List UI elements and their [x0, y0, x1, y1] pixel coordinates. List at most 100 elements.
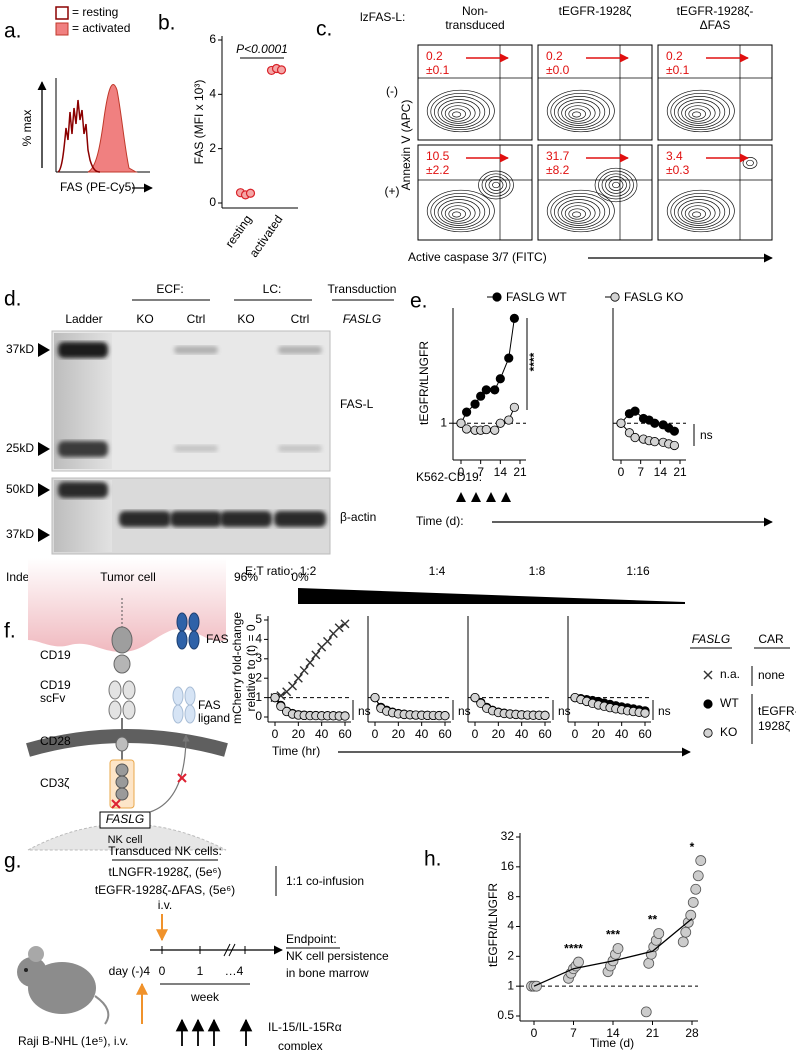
legend-label: KO	[720, 725, 737, 739]
cross-stroke	[311, 650, 321, 660]
point	[630, 432, 640, 443]
contour	[488, 179, 504, 191]
contour	[448, 108, 466, 120]
contour	[688, 108, 706, 120]
membrane	[26, 729, 228, 757]
contour	[670, 192, 730, 231]
point	[311, 650, 321, 660]
contours	[426, 170, 514, 233]
nucleus	[27, 823, 227, 851]
endpoint-label: in bone marrow	[286, 966, 369, 980]
legend-label: 1928ζ	[758, 719, 791, 733]
x-tick-label: 21	[513, 465, 527, 479]
contour	[481, 173, 511, 197]
gate-value: 0.2	[546, 49, 563, 63]
gene-label: FASLG	[343, 312, 381, 326]
y-tick-label: 1	[507, 978, 514, 992]
point	[643, 957, 655, 969]
knockout	[177, 773, 187, 783]
cd3z	[115, 763, 129, 777]
point	[504, 353, 514, 363]
ratio-title: E:T ratio:	[245, 564, 293, 578]
contour	[452, 211, 462, 218]
timeline-label: 0	[159, 964, 166, 978]
gate-value: 10.5	[426, 149, 450, 163]
x-tick-label: 60	[438, 727, 452, 741]
timeline-label: day (-)4	[109, 964, 151, 978]
x-tick-label: 7	[570, 1026, 577, 1040]
significance: ns	[558, 704, 571, 718]
mouse-eye	[24, 968, 28, 972]
column-title: transduced	[445, 18, 504, 32]
endpoint-label: NK cell persistence	[286, 949, 389, 963]
unit-label: week	[190, 990, 220, 1004]
contour	[441, 202, 476, 224]
legend-marker	[703, 670, 713, 680]
cross-stroke	[299, 665, 309, 675]
x-tick-label: 60	[538, 727, 552, 741]
point	[495, 374, 505, 384]
contour	[434, 96, 486, 128]
fas-receptor	[176, 630, 188, 650]
contour	[605, 176, 627, 194]
point	[323, 636, 332, 646]
y-tick-label: 4	[507, 919, 514, 933]
protein-label: CD19	[40, 678, 71, 692]
point	[687, 897, 699, 908]
y-tick-label: 32	[501, 829, 515, 843]
x-tick-label: 14	[606, 1026, 620, 1040]
cd19	[111, 626, 133, 654]
significance: ns	[700, 428, 713, 442]
x-tick-label: 40	[515, 727, 529, 741]
significance: ****	[527, 352, 541, 371]
contour	[612, 181, 620, 189]
contour	[564, 205, 591, 222]
x-tick-label: 7	[477, 465, 484, 479]
ladder-band	[58, 441, 108, 457]
contour	[441, 102, 476, 124]
marker-arrow	[38, 528, 50, 542]
gate-value: ±2.2	[426, 163, 450, 177]
contour	[684, 205, 711, 222]
point	[288, 681, 297, 691]
cd19	[113, 654, 131, 674]
lane-label: Ctrl	[187, 312, 206, 326]
point	[504, 415, 514, 425]
gate-value: 0.2	[426, 49, 443, 63]
point	[640, 708, 650, 718]
point	[476, 698, 486, 709]
contour	[546, 89, 615, 133]
point	[692, 870, 704, 882]
band	[220, 511, 272, 527]
cross-stroke	[323, 636, 332, 646]
axis-break	[228, 943, 236, 957]
legend-label: FASLG WT	[506, 290, 567, 304]
point	[481, 385, 491, 395]
protein-label: FAS	[198, 698, 221, 712]
x-tick-label: 20	[592, 727, 606, 741]
ladder-band	[58, 482, 108, 498]
contour	[666, 189, 735, 233]
contour	[666, 89, 735, 133]
x-tick-label: 20	[292, 727, 306, 741]
gate-value: ±0.3	[666, 163, 690, 177]
fas-ligand	[172, 704, 184, 724]
ladder-band	[58, 342, 108, 358]
contour	[557, 199, 601, 226]
contour	[684, 105, 711, 122]
point	[685, 909, 697, 921]
x-tick-label: 28	[685, 1026, 699, 1040]
significance: ns	[458, 704, 471, 718]
section-title: Transduced NK cells:	[108, 844, 222, 858]
expression-arrow	[149, 734, 190, 813]
x-tick-label: 0	[372, 727, 379, 741]
scfv	[108, 700, 122, 720]
scfv	[122, 680, 136, 700]
x-tick-label: 40	[315, 727, 329, 741]
stimulation-arrow	[471, 492, 481, 502]
x-tick-label: resting	[222, 213, 254, 251]
contour	[681, 102, 716, 124]
contour	[426, 189, 495, 233]
series-line	[460, 318, 515, 424]
